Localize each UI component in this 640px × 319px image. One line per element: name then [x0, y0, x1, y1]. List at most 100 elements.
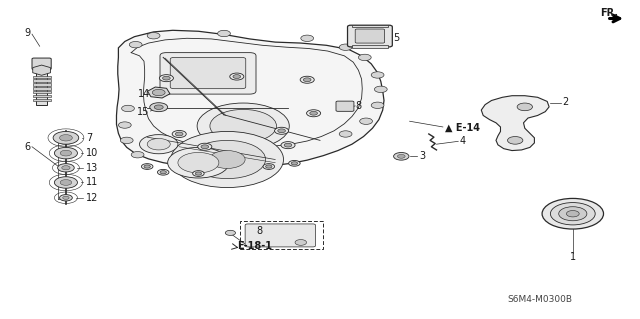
- Circle shape: [60, 150, 72, 156]
- Text: 9: 9: [24, 28, 31, 39]
- Circle shape: [154, 105, 163, 109]
- Text: 8: 8: [256, 226, 262, 236]
- FancyBboxPatch shape: [160, 53, 256, 94]
- Text: 14: 14: [138, 89, 150, 99]
- Text: 5: 5: [393, 33, 399, 43]
- Circle shape: [60, 135, 72, 141]
- Circle shape: [542, 198, 604, 229]
- Circle shape: [60, 180, 72, 185]
- Circle shape: [195, 172, 202, 175]
- Text: 15: 15: [138, 107, 150, 117]
- Circle shape: [172, 130, 186, 137]
- FancyBboxPatch shape: [245, 224, 316, 247]
- Circle shape: [118, 122, 131, 128]
- Text: 4: 4: [460, 136, 466, 146]
- Circle shape: [53, 131, 79, 144]
- Circle shape: [284, 143, 292, 147]
- Circle shape: [122, 105, 134, 112]
- Bar: [33, 79, 51, 82]
- Circle shape: [163, 76, 170, 80]
- Circle shape: [157, 169, 169, 175]
- Circle shape: [289, 160, 300, 166]
- Circle shape: [168, 147, 229, 178]
- Circle shape: [339, 131, 352, 137]
- Circle shape: [150, 103, 168, 112]
- Circle shape: [263, 164, 275, 169]
- Circle shape: [209, 151, 245, 168]
- Text: 12: 12: [86, 193, 99, 203]
- Circle shape: [300, 76, 314, 83]
- Text: 7: 7: [86, 133, 93, 143]
- Circle shape: [147, 138, 170, 150]
- Circle shape: [152, 89, 165, 96]
- Circle shape: [160, 171, 166, 174]
- Circle shape: [201, 145, 209, 149]
- Circle shape: [189, 140, 266, 179]
- Circle shape: [63, 196, 69, 199]
- Circle shape: [397, 154, 405, 158]
- Circle shape: [178, 152, 219, 173]
- Text: E-18-1: E-18-1: [237, 241, 272, 251]
- Circle shape: [147, 33, 160, 39]
- FancyBboxPatch shape: [355, 29, 385, 43]
- Text: 1: 1: [570, 252, 576, 262]
- Circle shape: [307, 110, 321, 117]
- Circle shape: [218, 30, 230, 37]
- Circle shape: [291, 162, 298, 165]
- Circle shape: [566, 211, 579, 217]
- Text: S6M4-M0300B: S6M4-M0300B: [507, 295, 572, 304]
- Circle shape: [266, 165, 272, 168]
- Circle shape: [210, 109, 276, 143]
- Text: 11: 11: [86, 177, 99, 188]
- Circle shape: [508, 137, 523, 144]
- Circle shape: [374, 86, 387, 93]
- Circle shape: [303, 78, 311, 82]
- FancyBboxPatch shape: [32, 58, 51, 70]
- Bar: [352, 45, 388, 48]
- Circle shape: [295, 240, 307, 245]
- Bar: [33, 76, 51, 78]
- Text: 10: 10: [86, 148, 99, 158]
- Circle shape: [54, 177, 77, 188]
- Circle shape: [225, 230, 236, 235]
- Circle shape: [371, 102, 384, 108]
- Circle shape: [278, 129, 285, 133]
- Circle shape: [339, 44, 352, 50]
- Circle shape: [197, 103, 289, 149]
- Circle shape: [198, 143, 212, 150]
- Bar: [33, 99, 51, 101]
- Circle shape: [275, 127, 289, 134]
- Bar: [240, 221, 323, 249]
- Circle shape: [120, 137, 133, 144]
- Polygon shape: [481, 96, 549, 151]
- Circle shape: [175, 132, 183, 136]
- Text: 6: 6: [24, 142, 30, 152]
- Text: ▲ E-14: ▲ E-14: [445, 122, 481, 133]
- Circle shape: [193, 171, 204, 176]
- Circle shape: [144, 165, 150, 168]
- Bar: [352, 25, 388, 27]
- Circle shape: [233, 75, 241, 78]
- FancyBboxPatch shape: [348, 25, 392, 47]
- Circle shape: [61, 166, 70, 170]
- Text: 13: 13: [86, 163, 99, 173]
- Text: 8: 8: [356, 101, 362, 111]
- Circle shape: [394, 152, 409, 160]
- Circle shape: [550, 203, 595, 225]
- Text: 3: 3: [419, 151, 426, 161]
- Bar: [33, 91, 51, 93]
- Circle shape: [58, 164, 74, 172]
- Text: FR.: FR.: [600, 8, 618, 19]
- Circle shape: [60, 195, 72, 201]
- Circle shape: [129, 41, 142, 48]
- Circle shape: [559, 207, 587, 221]
- Circle shape: [131, 152, 144, 158]
- Polygon shape: [116, 30, 384, 167]
- Circle shape: [301, 35, 314, 41]
- Circle shape: [360, 118, 372, 124]
- FancyBboxPatch shape: [336, 101, 354, 111]
- Bar: [36, 69, 47, 105]
- Circle shape: [140, 135, 178, 154]
- Circle shape: [358, 54, 371, 61]
- Circle shape: [371, 72, 384, 78]
